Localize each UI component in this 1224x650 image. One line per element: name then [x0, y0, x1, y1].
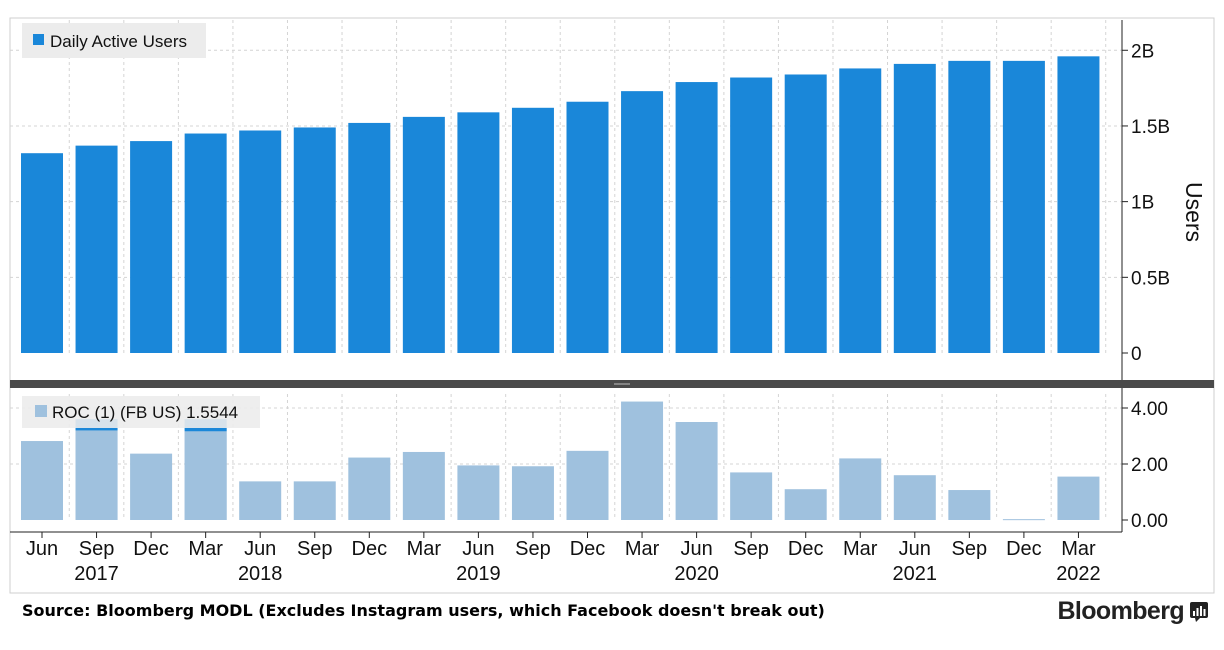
dau-bar — [184, 133, 227, 353]
bloomberg-logo: Bloomberg — [1057, 597, 1208, 626]
roc-bar-lower — [184, 431, 227, 520]
roc-bar — [621, 401, 664, 520]
roc-bar-lower — [75, 430, 118, 520]
panel-divider — [10, 380, 1214, 388]
dau-bar — [1057, 56, 1100, 354]
bottom-legend-label: ROC (1) (FB US) 1.5544 — [52, 403, 238, 422]
x-tick-label: Dec — [352, 538, 388, 560]
roc-bar — [1057, 476, 1100, 520]
x-year-label: 2018 — [238, 563, 283, 585]
x-tick-label: Mar — [1061, 538, 1096, 560]
top-y-axis-title: Users — [1181, 182, 1207, 242]
roc-bar — [948, 490, 991, 520]
brand-name: Bloomberg — [1057, 597, 1184, 625]
roc-bar — [457, 465, 500, 520]
x-year-label: 2017 — [74, 563, 119, 585]
dau-bar — [730, 77, 773, 353]
x-tick-label: Jun — [462, 538, 494, 560]
roc-bar — [293, 481, 336, 520]
x-year-label: 2022 — [1056, 563, 1101, 585]
bottom-legend-box — [22, 396, 260, 428]
x-tick-label: Dec — [1006, 538, 1042, 560]
x-tick-label: Mar — [843, 538, 878, 560]
x-tick-label: Sep — [733, 538, 769, 560]
top-y-tick-label: 0 — [1131, 344, 1142, 365]
dau-bar — [402, 116, 445, 353]
bottom-y-tick-label: 0.00 — [1131, 511, 1168, 532]
bloomberg-terminal-icon — [1190, 601, 1208, 622]
x-tick-label: Sep — [952, 538, 988, 560]
x-tick-label: Dec — [788, 538, 824, 560]
x-year-label: 2021 — [893, 563, 938, 585]
roc-bar — [239, 481, 282, 520]
x-year-label: 2020 — [674, 563, 719, 585]
x-tick-label: Mar — [407, 538, 442, 560]
dau-bar — [130, 141, 173, 353]
dau-bar — [566, 101, 609, 354]
top-legend-label: Daily Active Users — [50, 32, 187, 51]
top-y-tick-label: 1.5B — [1131, 117, 1170, 138]
dau-bar — [1002, 60, 1045, 353]
x-tick-label: Jun — [244, 538, 276, 560]
x-tick-label: Sep — [515, 538, 551, 560]
dau-bar — [21, 153, 63, 353]
dau-bar — [675, 82, 718, 354]
roc-bar — [784, 489, 827, 520]
source-note: Source: Bloomberg MODL (Excludes Instagr… — [22, 601, 825, 620]
x-tick-label: Jun — [680, 538, 712, 560]
dau-bar — [948, 60, 991, 353]
dau-bar — [457, 112, 500, 353]
roc-bar — [402, 451, 445, 520]
top-legend-box — [22, 23, 206, 58]
x-tick-label: Mar — [625, 538, 660, 560]
dau-bar — [511, 107, 554, 353]
dau-bar — [75, 145, 118, 353]
roc-bar — [348, 457, 391, 520]
dau-bar — [348, 122, 391, 353]
roc-bar — [511, 466, 554, 520]
chart-frame — [9, 17, 1215, 594]
dau-bar — [239, 130, 282, 353]
dau-bar — [839, 68, 882, 353]
top-y-tick-label: 2B — [1131, 41, 1154, 62]
x-year-label: 2019 — [456, 563, 501, 585]
bottom-legend-swatch — [35, 405, 47, 417]
dau-bar — [893, 63, 936, 354]
roc-bar — [675, 422, 718, 520]
roc-bar — [21, 441, 63, 520]
roc-bar — [566, 450, 609, 520]
bottom-y-tick-label: 2.00 — [1131, 455, 1168, 476]
roc-bar — [893, 475, 936, 520]
top-y-tick-label: 0.5B — [1131, 268, 1170, 289]
x-tick-label: Jun — [899, 538, 931, 560]
top-y-tick-label: 1B — [1131, 193, 1154, 214]
x-tick-label: Jun — [26, 538, 58, 560]
x-tick-label: Mar — [188, 538, 223, 560]
roc-bar — [839, 458, 882, 520]
top-legend-swatch — [33, 34, 44, 45]
roc-bar — [1002, 519, 1045, 521]
x-tick-label: Sep — [79, 538, 115, 560]
dau-bar — [784, 74, 827, 353]
bottom-y-tick-label: 4.00 — [1131, 399, 1168, 420]
roc-bar — [730, 472, 773, 520]
x-tick-label: Dec — [570, 538, 606, 560]
x-tick-label: Sep — [297, 538, 333, 560]
roc-bar — [130, 453, 173, 520]
dau-bar — [293, 127, 336, 353]
x-tick-label: Dec — [133, 538, 169, 560]
dau-bar — [621, 91, 664, 354]
